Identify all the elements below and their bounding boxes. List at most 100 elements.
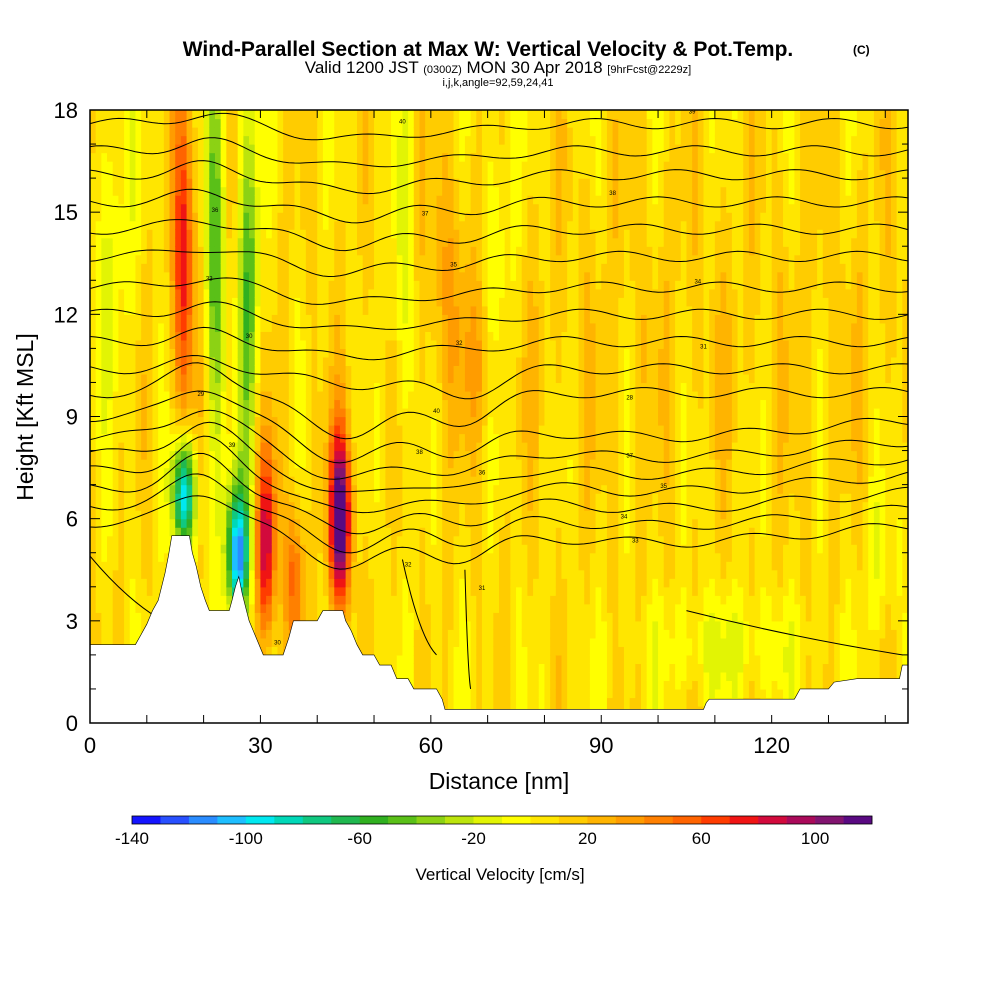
velocity-cell [152, 220, 159, 230]
velocity-cell [447, 365, 455, 375]
velocity-cell [169, 365, 176, 375]
velocity-cell [470, 212, 477, 222]
velocity-cell [112, 603, 119, 613]
velocity-cell [459, 518, 466, 528]
velocity-cell [419, 365, 426, 375]
velocity-cell [209, 212, 216, 222]
velocity-cell [374, 646, 381, 656]
velocity-cell [328, 348, 335, 358]
velocity-cell [95, 110, 102, 120]
velocity-cell [391, 178, 398, 188]
velocity-cell [271, 544, 279, 554]
velocity-cell [209, 399, 216, 409]
velocity-cell [232, 118, 239, 128]
velocity-cell [311, 356, 318, 367]
velocity-cell [442, 603, 449, 613]
velocity-cell [425, 535, 432, 545]
velocity-cell [379, 314, 386, 324]
velocity-cell [283, 527, 290, 537]
velocity-cell [425, 152, 432, 162]
velocity-cell [129, 288, 137, 298]
velocity-cell [158, 518, 165, 528]
velocity-cell [135, 322, 142, 332]
velocity-cell [107, 476, 114, 486]
velocity-cell [101, 450, 108, 460]
velocity-cell [254, 442, 262, 452]
velocity-cell [249, 229, 256, 239]
velocity-cell [425, 425, 432, 435]
velocity-cell [214, 382, 222, 392]
velocity-cell [442, 425, 449, 435]
velocity-cell [436, 280, 443, 290]
velocity-cell [163, 178, 171, 188]
velocity-cell [481, 680, 489, 690]
velocity-cell [356, 407, 364, 418]
velocity-cell [146, 450, 154, 460]
velocity-cell [379, 544, 386, 554]
velocity-cell [237, 365, 244, 375]
velocity-cell [436, 603, 443, 613]
velocity-cell [339, 186, 347, 196]
velocity-cell [118, 110, 125, 120]
velocity-cell [425, 237, 432, 247]
velocity-cell [351, 552, 358, 562]
velocity-cell [169, 510, 176, 520]
velocity-cell [175, 425, 182, 435]
velocity-cell [192, 254, 199, 264]
velocity-cell [374, 595, 381, 605]
velocity-cell [413, 127, 421, 137]
velocity-cell [118, 161, 125, 171]
velocity-cell [146, 339, 154, 349]
velocity-cell [436, 671, 443, 682]
velocity-cell [476, 356, 483, 367]
velocity-cell [158, 476, 165, 486]
velocity-cell [197, 433, 205, 443]
velocity-cell [243, 459, 250, 469]
velocity-cell [158, 203, 165, 213]
velocity-cell [226, 178, 233, 188]
velocity-cell [464, 399, 472, 409]
velocity-cell [425, 186, 432, 196]
velocity-cell [266, 297, 273, 307]
velocity-cell [464, 459, 472, 469]
velocity-cell [328, 135, 335, 145]
velocity-cell [442, 527, 449, 537]
velocity-cell [294, 407, 301, 418]
velocity-cell [311, 365, 318, 375]
velocity-cell [356, 578, 364, 588]
velocity-cell [305, 586, 313, 596]
velocity-cell [464, 118, 472, 128]
velocity-cell [277, 110, 284, 120]
velocity-cell [476, 390, 483, 401]
velocity-cell [419, 288, 426, 298]
velocity-cell [476, 518, 483, 528]
velocity-cell [362, 169, 369, 179]
velocity-cell [283, 135, 290, 145]
velocity-cell [254, 152, 262, 162]
velocity-cell [197, 339, 205, 349]
velocity-cell [379, 118, 386, 128]
velocity-cell [345, 127, 352, 137]
velocity-cell [322, 407, 330, 418]
velocity-cell [283, 152, 290, 162]
velocity-cell [226, 561, 233, 571]
velocity-cell [152, 297, 159, 307]
velocity-cell [294, 518, 301, 528]
velocity-cell [254, 603, 262, 613]
velocity-cell [351, 603, 358, 613]
velocity-cell [249, 331, 256, 341]
velocity-cell [175, 127, 182, 137]
velocity-cell [294, 186, 301, 196]
velocity-cell [220, 186, 227, 196]
velocity-cell [95, 595, 102, 605]
velocity-cell [345, 552, 352, 562]
velocity-cell [391, 314, 398, 324]
velocity-cell [402, 331, 409, 341]
velocity-cell [408, 450, 415, 460]
velocity-cell [283, 314, 290, 324]
velocity-cell [408, 331, 415, 341]
velocity-cell [129, 195, 137, 205]
velocity-cell [368, 229, 375, 239]
velocity-cell [391, 339, 398, 349]
velocity-cell [402, 110, 409, 120]
